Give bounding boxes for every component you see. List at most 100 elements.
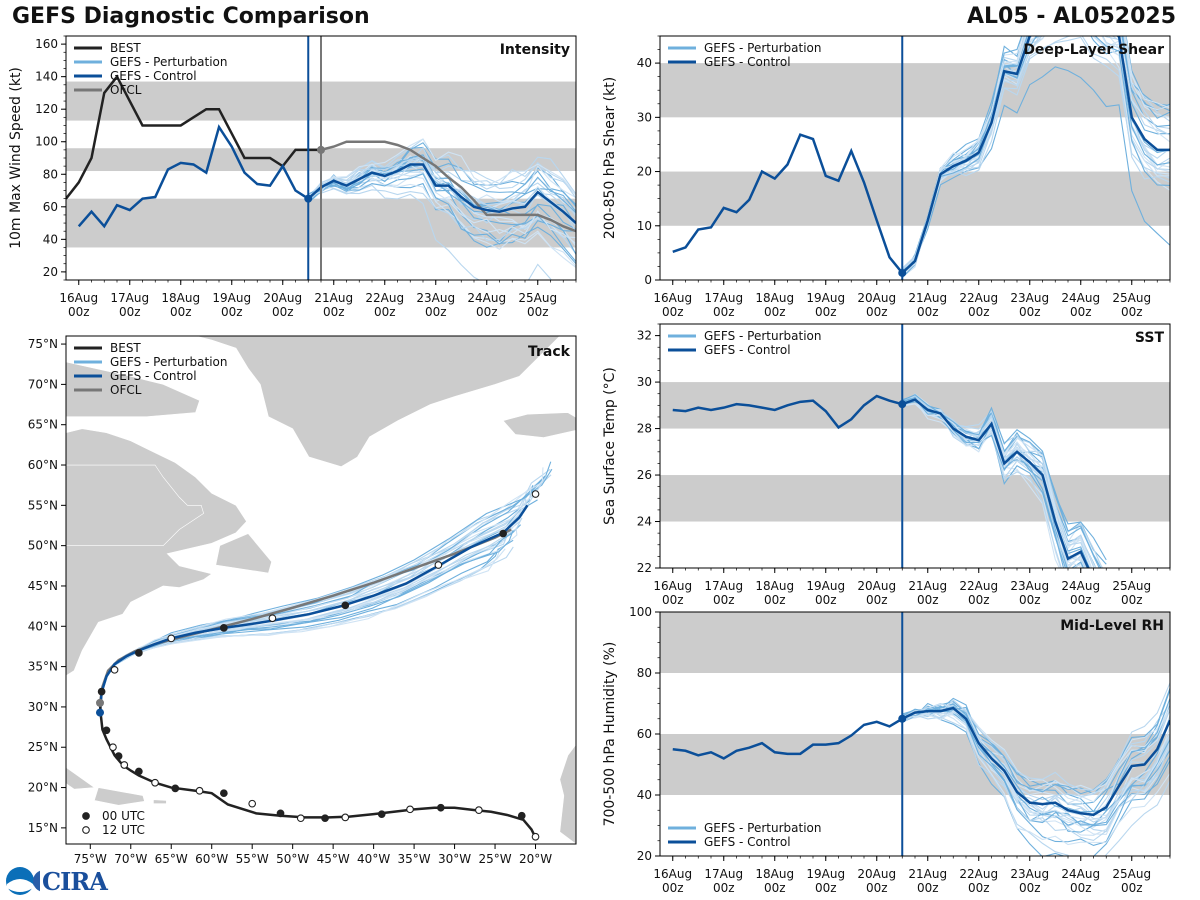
y-tick-label: 100	[629, 605, 652, 619]
x-tick-label: 24Aug	[1061, 867, 1100, 881]
x-tick-label: 20Aug	[263, 291, 302, 305]
y-tick-label: 28	[637, 422, 652, 436]
x-tick-label: 20Aug	[857, 579, 896, 593]
track-point-00utc	[436, 803, 445, 812]
y-tick-label: 40	[43, 232, 58, 246]
legend-label: GEFS - Perturbation	[704, 41, 821, 55]
track-point-12utc	[110, 665, 119, 674]
track-point-12utc	[406, 805, 414, 814]
cuba-land	[66, 767, 96, 790]
shear-panel: 01020304016Aug00z17Aug00z18Aug00z19Aug00…	[602, 35, 1171, 319]
track-point-00utc	[102, 726, 111, 735]
perturbation-member-line	[902, 682, 1170, 791]
x-tick-label: 00z	[1121, 593, 1143, 607]
lon-tick-label: 45°W	[317, 852, 350, 866]
legend-label: GEFS - Control	[110, 369, 197, 383]
x-tick-label: 00z	[764, 593, 786, 607]
perturbation-member-line	[901, 36, 1170, 272]
perturbation-member-line	[901, 708, 1170, 847]
noaa-logo-icon	[6, 867, 40, 895]
lat-tick-label: 75°N	[28, 337, 58, 351]
track-point-12utc	[531, 490, 540, 498]
marker-legend-label: 00 UTC	[102, 809, 145, 823]
ofcl-line	[320, 140, 576, 233]
x-tick-label: 19Aug	[806, 579, 845, 593]
y-tick-label: 60	[637, 727, 652, 741]
legend-label: GEFS - Perturbation	[110, 55, 227, 69]
track-point-12utc	[109, 743, 117, 752]
x-tick-label: 25Aug	[1112, 867, 1151, 881]
perturbation-member-line	[307, 154, 576, 199]
perturbation-member-line	[901, 396, 1066, 568]
plot-area	[672, 393, 1107, 568]
shaded-band	[660, 475, 1170, 522]
x-tick-label: 00z	[662, 881, 684, 895]
legend-marker-12utc	[82, 826, 90, 834]
track-point-00utc	[321, 814, 329, 823]
y-axis-label: Sea Surface Temp (°C)	[602, 367, 618, 525]
track-point-00utc	[220, 624, 228, 632]
control-line	[672, 394, 1090, 568]
x-tick-label: 00z	[476, 305, 498, 319]
x-tick-label: 17Aug	[110, 291, 149, 305]
legend-label: GEFS - Control	[704, 343, 791, 357]
track-point-00utc	[135, 649, 143, 657]
x-tick-label: 00z	[713, 881, 735, 895]
x-tick-label: 16Aug	[653, 867, 692, 881]
y-tick-label: 20	[637, 165, 652, 179]
track-point-12utc	[268, 614, 277, 623]
track-point-00utc	[377, 810, 386, 819]
lon-tick-label: 25°W	[478, 852, 511, 866]
track-point-00utc	[276, 809, 285, 818]
control-line	[672, 706, 1170, 817]
perturbation-member-line	[902, 702, 1170, 817]
track-point-00utc	[517, 811, 526, 820]
x-tick-label: 00z	[815, 881, 837, 895]
x-tick-label: 00z	[917, 593, 939, 607]
track-point-00utc	[114, 752, 123, 760]
plot-area	[672, 36, 1170, 279]
panel-title: SST	[1135, 330, 1165, 346]
storm-id: AL05 - AL052025	[967, 4, 1176, 29]
x-tick-label: 00z	[425, 305, 447, 319]
greenland-land	[146, 336, 561, 467]
x-tick-label: 21Aug	[908, 579, 947, 593]
x-tick-label: 19Aug	[212, 291, 251, 305]
track-point-12utc	[167, 634, 176, 643]
lon-tick-label: 75°W	[74, 852, 107, 866]
panel-title: Intensity	[500, 42, 570, 58]
x-tick-label: 00z	[764, 881, 786, 895]
y-tick-label: 30	[637, 375, 652, 389]
x-tick-label: 22Aug	[959, 867, 998, 881]
rh-panel: 2040608010016Aug00z17Aug00z18Aug00z19Aug…	[602, 605, 1171, 895]
control-line	[672, 36, 1170, 275]
x-tick-label: 00z	[866, 593, 888, 607]
x-tick-label: 24Aug	[1061, 291, 1100, 305]
x-tick-label: 22Aug	[365, 291, 404, 305]
track-point-12utc	[434, 561, 443, 569]
x-tick-label: 25Aug	[1112, 291, 1151, 305]
intensity-panel: 2040608010012014016016Aug00z17Aug00z18Au…	[8, 35, 577, 319]
perturbation-member-line	[901, 66, 1170, 273]
x-tick-label: 16Aug	[59, 291, 98, 305]
x-tick-label: 17Aug	[704, 291, 743, 305]
x-tick-label: 00z	[374, 305, 396, 319]
lat-tick-label: 70°N	[28, 377, 58, 391]
y-tick-label: 10	[637, 219, 652, 233]
x-tick-label: 21Aug	[314, 291, 353, 305]
y-tick-label: 60	[43, 200, 58, 214]
x-tick-label: 23Aug	[1010, 579, 1049, 593]
plot-area	[672, 682, 1170, 856]
y-tick-label: 26	[637, 468, 652, 482]
x-tick-label: 20Aug	[857, 291, 896, 305]
axes-frame	[659, 323, 1171, 569]
lat-tick-label: 20°N	[28, 781, 58, 795]
track-point-00utc	[171, 784, 180, 793]
iceland-land	[502, 412, 576, 438]
x-tick-label: 18Aug	[755, 579, 794, 593]
x-tick-label: 24Aug	[467, 291, 506, 305]
y-axis-label: 700-500 hPa Humidity (%)	[602, 642, 618, 827]
perturbation-member-line	[901, 708, 1170, 842]
shaded-band	[660, 612, 1170, 673]
